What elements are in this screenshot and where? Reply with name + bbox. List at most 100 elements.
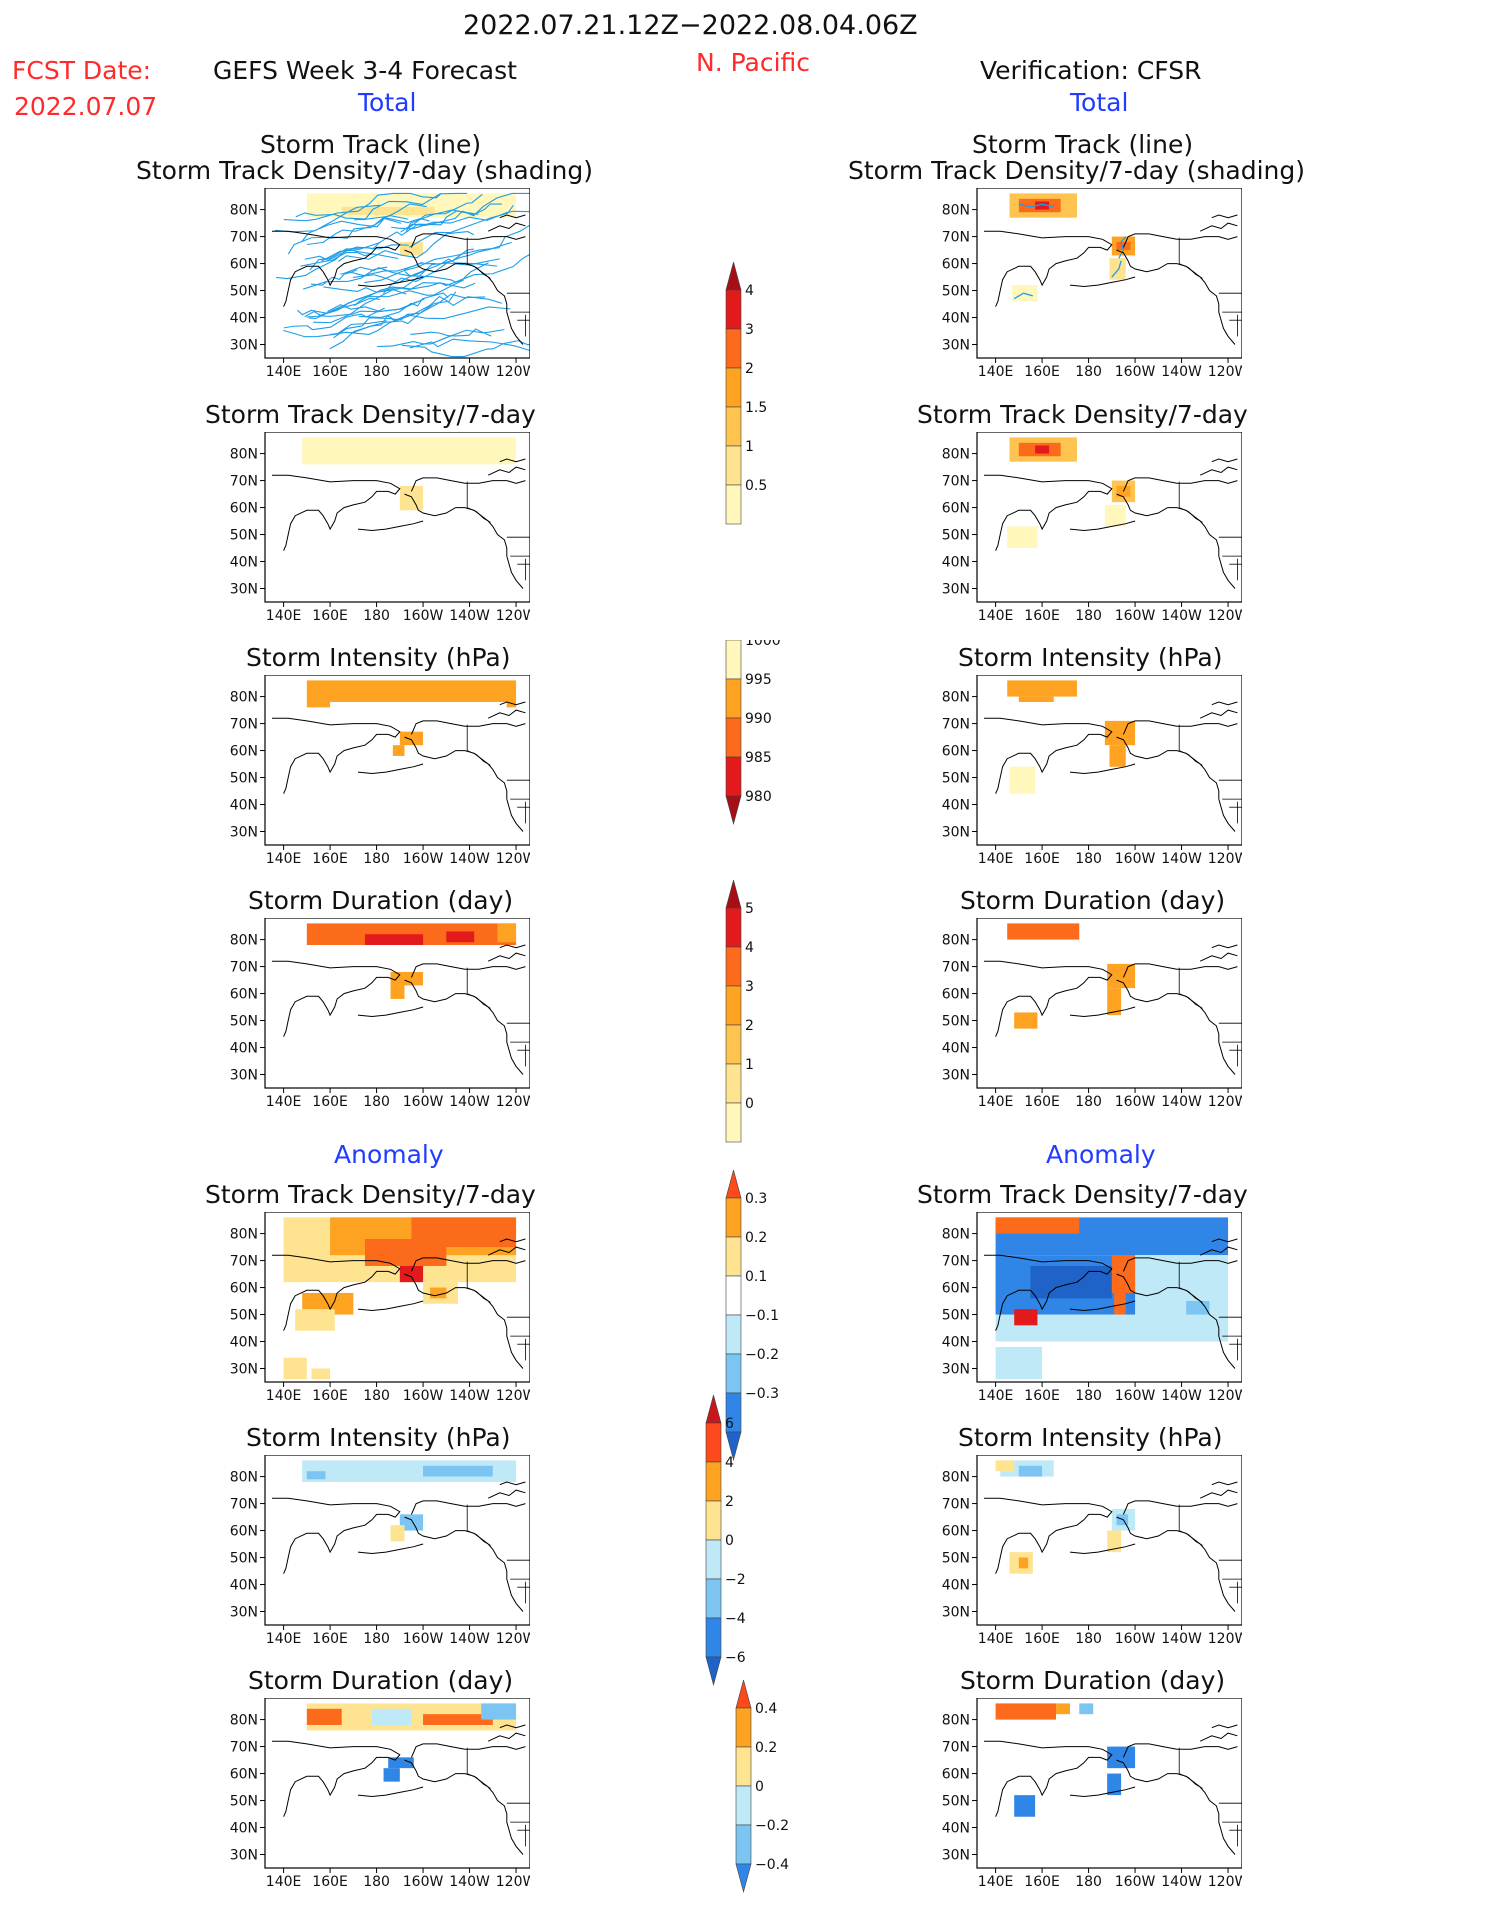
colorbar-intensity: 1000 995 990 985 980 <box>710 640 790 844</box>
storm-track-line <box>300 251 373 267</box>
shading-cell <box>1116 241 1131 251</box>
fc-density-title: Storm Track Density/7-day <box>205 400 536 429</box>
colorbar-swatch <box>735 1707 752 1748</box>
shading-cell <box>995 1703 1057 1720</box>
coastline <box>1069 1786 1136 1798</box>
lon-tick-label: 180 <box>363 1874 390 1886</box>
colorbar-density: 4 3 2 1.5 1 0.5 <box>710 262 790 544</box>
lat-tick-label: 70N <box>942 474 970 490</box>
lon-tick-label: 140E <box>978 1874 1014 1886</box>
colorbar-triangle <box>725 262 742 291</box>
colorbar-swatch <box>725 946 742 987</box>
lon-tick-label: 120W <box>1208 851 1242 863</box>
lon-tick-label: 140E <box>266 608 302 620</box>
political-border <box>1179 1287 1203 1303</box>
lon-tick-label: 160W <box>1115 1388 1156 1400</box>
colorbar-swatch <box>725 484 742 525</box>
map-obs-track: 80N 70N 60N 50N 40N 30N 140E 160E 180 160W 140W 120… <box>927 188 1242 376</box>
lat-tick-label: 50N <box>942 1551 970 1567</box>
lat-tick-label: 30N <box>230 338 258 354</box>
storm-track-line <box>329 291 457 350</box>
shading-cell <box>383 1768 400 1782</box>
map-fc-track: 80N 70N 60N 50N 40N 30N 140E 160E 180 160W 140W 120… <box>215 188 530 376</box>
lon-tick-label: 140W <box>1161 1094 1202 1106</box>
obs-density-title: Storm Track Density/7-day <box>917 400 1248 429</box>
coastline <box>487 1732 526 1742</box>
coastline <box>1211 1238 1238 1243</box>
lat-tick-label: 70N <box>230 960 258 976</box>
storm-track-line <box>313 289 407 324</box>
lon-tick-label: 140E <box>978 851 1014 863</box>
coastline <box>487 466 526 476</box>
lat-tick-label: 80N <box>230 1470 258 1486</box>
coastline <box>357 520 424 532</box>
lon-tick-label: 140W <box>449 1631 490 1643</box>
lat-tick-label: 40N <box>942 1041 970 1057</box>
lon-tick-label: 140W <box>449 851 490 863</box>
colorbar-swatch <box>705 1578 722 1619</box>
coastline <box>1122 720 1238 735</box>
fc-track-title1: Storm Track (line) <box>260 130 482 159</box>
colorbar-swatch <box>705 1539 722 1580</box>
colorbar-label: 1 <box>745 439 754 455</box>
shading-cell <box>430 1287 447 1299</box>
shading-cell <box>399 731 424 746</box>
lon-tick-label: 160E <box>312 608 348 620</box>
lon-tick-label: 140W <box>1161 1874 1202 1886</box>
lon-tick-label: 120W <box>1208 608 1242 620</box>
lon-tick-label: 180 <box>1075 1631 1102 1643</box>
lon-tick-label: 140W <box>449 1874 490 1886</box>
lon-tick-label: 160E <box>1024 1094 1060 1106</box>
shading-cell <box>1014 1309 1038 1326</box>
colorbar-swatch <box>725 1275 742 1316</box>
map-frame <box>976 432 1242 603</box>
colorbar-label: 4 <box>745 283 754 299</box>
lon-tick-label: 180 <box>363 1631 390 1643</box>
lat-tick-label: 60N <box>942 987 970 1003</box>
lat-tick-label: 50N <box>230 1551 258 1567</box>
map-fc-anom-duration: 80N 70N 60N 50N 40N 30N 140E 160E 180 160W 140W 120… <box>215 1698 530 1886</box>
colorbar-swatch <box>705 1422 722 1463</box>
storm-track-line <box>338 231 475 262</box>
lon-tick-label: 140E <box>266 1631 302 1643</box>
coastline <box>1069 1543 1136 1555</box>
lat-tick-label: 80N <box>942 1227 970 1243</box>
coastline <box>1069 1300 1136 1312</box>
colorbar-swatch <box>725 1063 742 1104</box>
coastline <box>487 1489 526 1499</box>
colorbar-label: 3 <box>745 979 754 995</box>
lon-tick-label: 160W <box>403 364 444 376</box>
shading-cell <box>283 1357 307 1380</box>
coastline <box>984 1254 1113 1331</box>
shading-cell <box>481 1703 517 1720</box>
lat-tick-label: 80N <box>942 447 970 463</box>
fcst-date-label: FCST Date: <box>12 56 152 85</box>
storm-track-line <box>287 217 430 255</box>
lat-tick-label: 80N <box>942 690 970 706</box>
colorbar-swatch <box>705 1617 722 1658</box>
coastline <box>1199 222 1238 232</box>
shading-cell <box>1114 1292 1126 1315</box>
coastline <box>1211 1481 1238 1486</box>
shading-cell <box>306 701 331 708</box>
lat-tick-label: 50N <box>942 1014 970 1030</box>
coastline <box>1199 1246 1238 1256</box>
lat-tick-label: 50N <box>942 1308 970 1324</box>
shading-cell <box>302 437 517 465</box>
lon-tick-label: 160E <box>312 1631 348 1643</box>
coastline <box>487 1246 526 1256</box>
colorbar-triangle <box>705 1656 722 1687</box>
shading-cell <box>1107 1746 1136 1769</box>
lon-tick-label: 160E <box>312 1874 348 1886</box>
map-frame <box>264 1212 530 1383</box>
lon-tick-label: 180 <box>1075 608 1102 620</box>
map-frame <box>264 1455 530 1626</box>
colorbar-swatch <box>725 756 742 797</box>
storm-track-line <box>275 241 381 280</box>
lon-tick-label: 120W <box>1208 1388 1242 1400</box>
colorbar-swatch <box>725 445 742 486</box>
storm-track-line <box>297 279 464 316</box>
fc-track-title2: Storm Track Density/7-day (shading) <box>136 156 594 185</box>
political-border <box>467 1530 491 1546</box>
coastline <box>984 960 1113 1037</box>
